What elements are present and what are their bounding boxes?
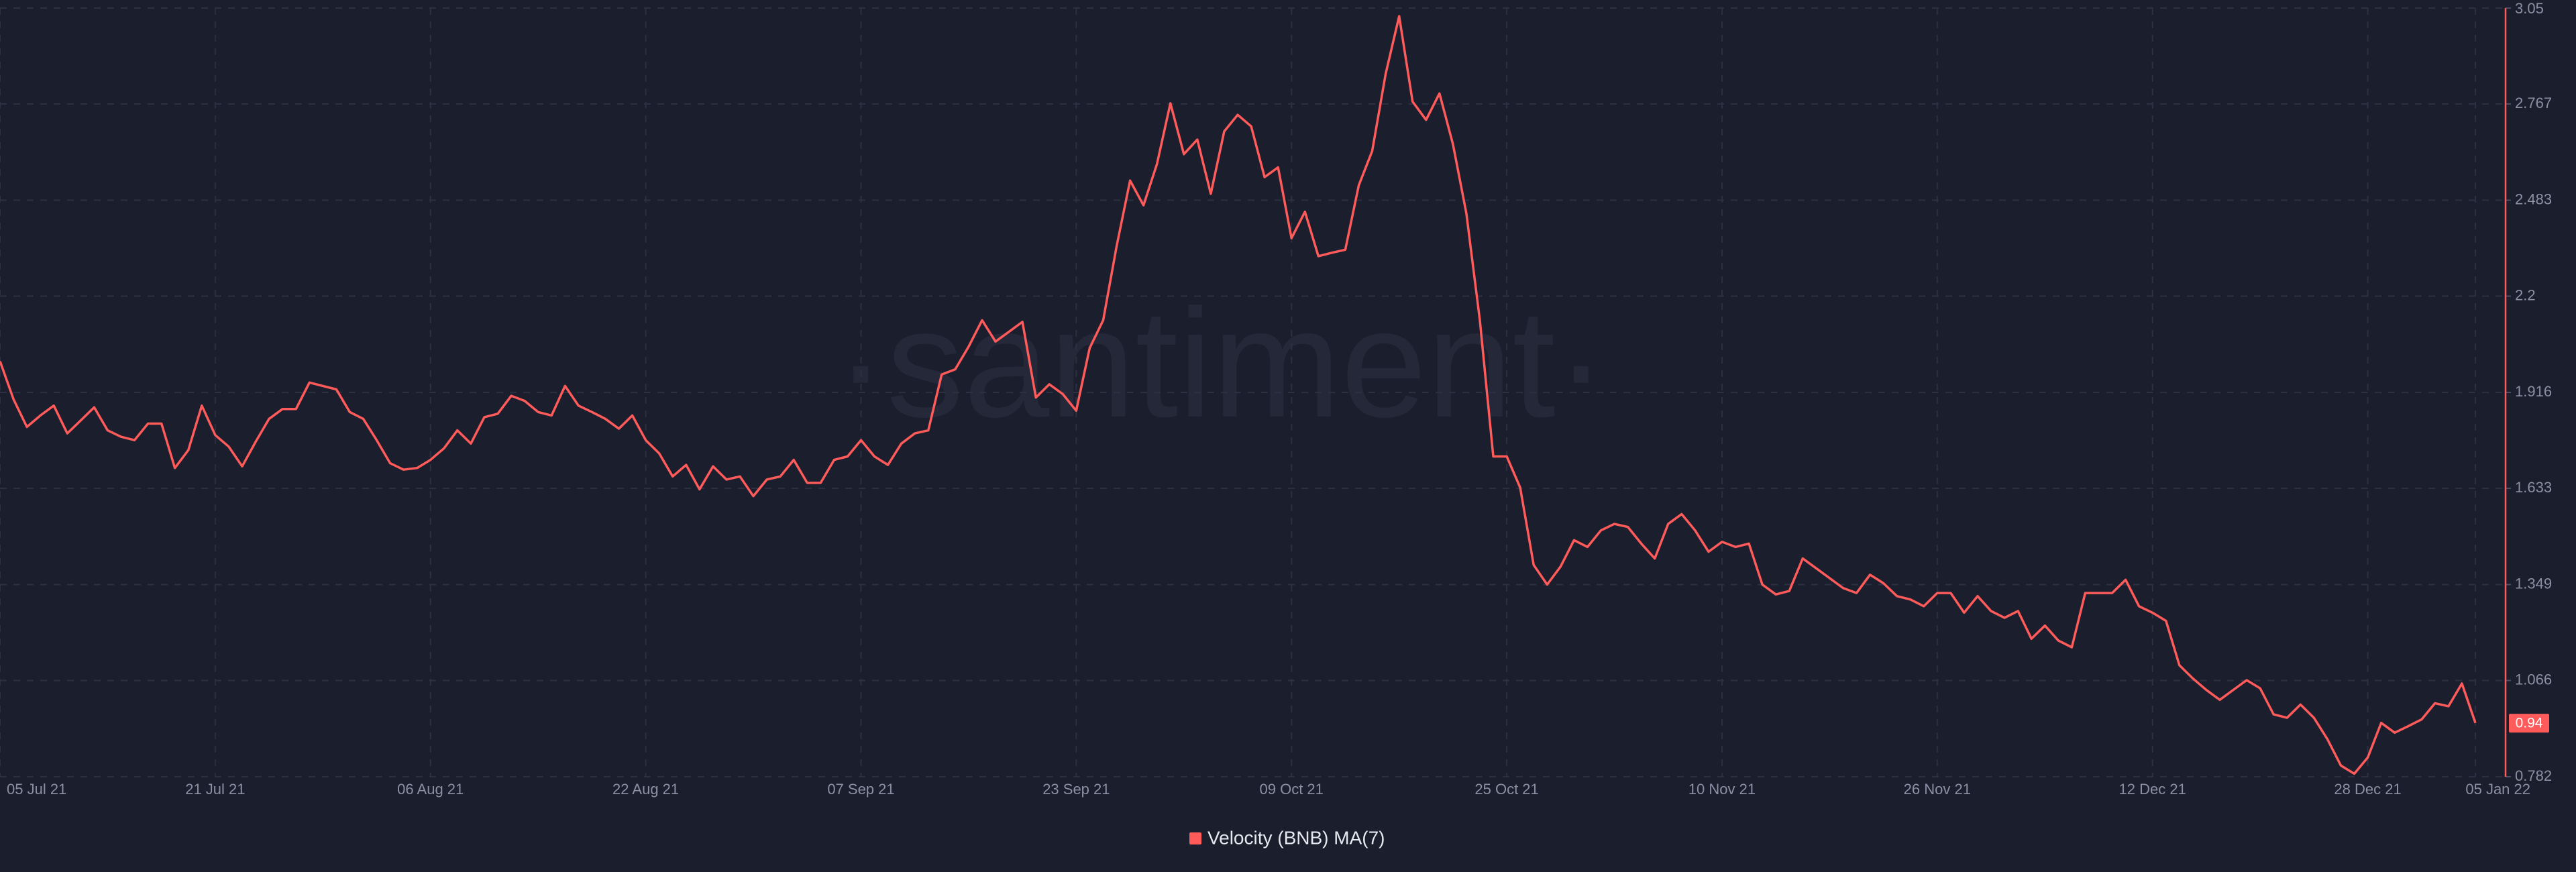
y-tick-label: 1.349	[2515, 575, 2552, 592]
x-tick-label: 21 Jul 21	[185, 781, 245, 798]
legend-label: Velocity (BNB) MA(7)	[1208, 827, 1385, 848]
x-tick-label: 05 Jul 21	[7, 781, 66, 798]
y-tick-label: 0.782	[2515, 767, 2552, 784]
data-line	[0, 15, 2477, 775]
y-tick-label: 2.2	[2515, 286, 2536, 303]
x-tick-label: 28 Dec 21	[2334, 781, 2401, 798]
x-tick-label: 23 Sep 21	[1042, 781, 1110, 798]
x-tick-label: 26 Nov 21	[1904, 781, 1971, 798]
legend-swatch	[1189, 832, 1201, 844]
value-tag-label: 0.94	[2516, 716, 2543, 731]
x-tick-label: 12 Dec 21	[2119, 781, 2186, 798]
x-tick-label: 22 Aug 21	[612, 781, 679, 798]
y-tick-label: 1.633	[2515, 479, 2552, 496]
y-tick-label: 2.767	[2515, 95, 2552, 111]
x-tick-label: 25 Oct 21	[1474, 781, 1538, 798]
x-tick-label: 07 Sep 21	[827, 781, 894, 798]
y-tick-label: 3.05	[2515, 0, 2544, 17]
y-tick-label: 1.066	[2515, 671, 2552, 688]
x-tick-label: 05 Jan 22	[2465, 781, 2530, 798]
x-tick-label: 06 Aug 21	[397, 781, 464, 798]
x-tick-label: 09 Oct 21	[1260, 781, 1324, 798]
value-tag	[2509, 714, 2549, 733]
y-tick-label: 2.483	[2515, 190, 2552, 207]
y-tick-label: 1.916	[2515, 383, 2552, 400]
x-tick-label: 10 Nov 21	[1688, 781, 1756, 798]
